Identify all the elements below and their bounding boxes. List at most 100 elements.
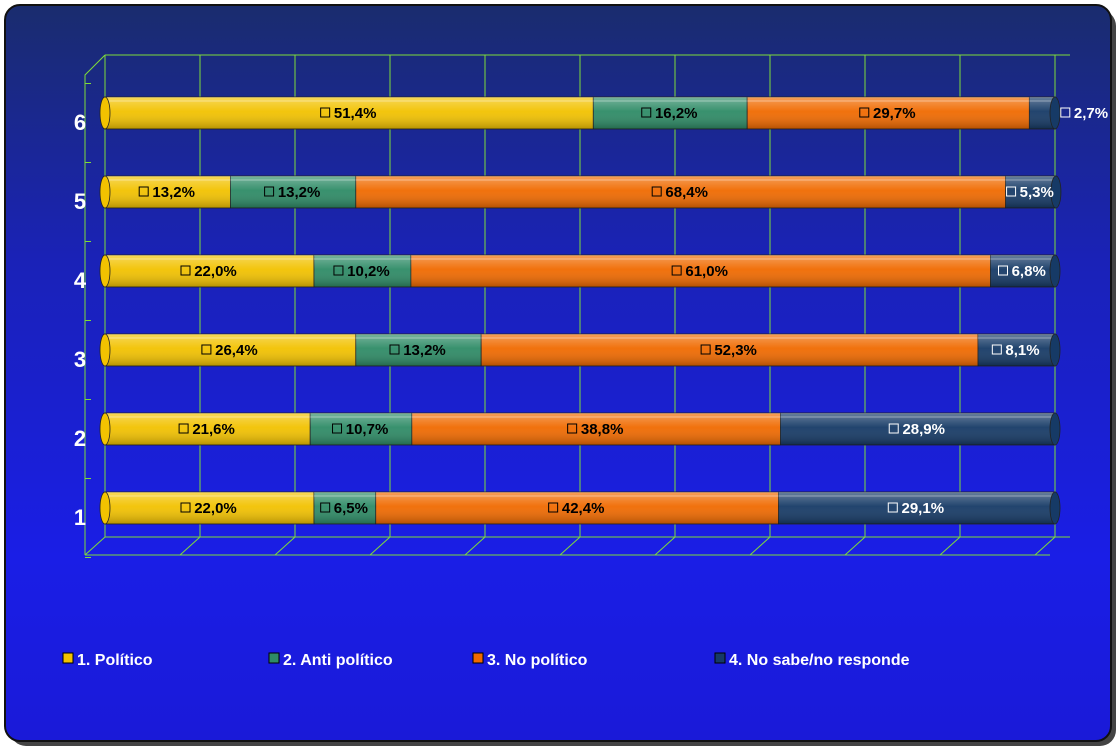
- data-label: 10,7%: [346, 421, 389, 438]
- label-marker-icon: [991, 344, 1002, 355]
- label-marker-icon: [138, 186, 149, 197]
- legend-label: 4. No sabe/no responde: [729, 652, 910, 669]
- data-label: 29,1%: [902, 500, 945, 517]
- label-marker-icon: [1006, 186, 1017, 197]
- gridline-floor: [84, 536, 106, 556]
- legend-swatch: [472, 652, 484, 664]
- label-marker-icon: [1060, 107, 1071, 118]
- data-label: 10,2%: [347, 263, 390, 280]
- legend-swatch: [62, 652, 74, 664]
- label-marker-icon: [201, 344, 212, 355]
- bar-segment: [1028, 96, 1061, 130]
- bar-segment: [229, 175, 357, 209]
- label-marker-icon: [320, 502, 331, 513]
- bar-segment: [313, 254, 412, 288]
- legend-item: 1. Político: [62, 652, 153, 669]
- legend-label: 1. Político: [77, 652, 153, 669]
- data-label: 61,0%: [685, 263, 728, 280]
- label-marker-icon: [887, 502, 898, 513]
- y-tick-label: 2: [74, 426, 86, 451]
- bar-segment: [99, 96, 594, 130]
- data-label: 13,2%: [152, 184, 195, 201]
- bar-segment: [99, 175, 231, 209]
- data-label: 5,3%: [1020, 184, 1054, 201]
- axis-wall-left: [84, 54, 106, 555]
- bar-segment: [99, 412, 311, 446]
- bar-segment: [99, 491, 315, 525]
- label-marker-icon: [548, 502, 559, 513]
- bar-segment: [313, 491, 377, 525]
- bar-segment: [1005, 175, 1062, 209]
- bar-segment: [99, 333, 357, 367]
- bars: 22,0% 6,5% 42,4% 29,1% 21,6% 10,7% 38,8% 28,9% 2…: [99, 96, 1108, 525]
- data-label: 13,2%: [403, 342, 446, 359]
- legend-item: 3. No político: [472, 652, 588, 669]
- label-marker-icon: [178, 423, 189, 434]
- bar-segment: [592, 96, 748, 130]
- bar-segment: [355, 333, 482, 367]
- gridline-floor: [654, 536, 676, 556]
- gridline-floor: [179, 536, 201, 556]
- legend-item: 4. No sabe/no responde: [714, 652, 910, 669]
- bar-segment: [375, 491, 779, 525]
- gridline-floor: [1034, 536, 1056, 556]
- label-marker-icon: [333, 265, 344, 276]
- legend-swatch: [268, 652, 280, 664]
- gridline-floor: [369, 536, 391, 556]
- y-tick-label: 1: [74, 505, 86, 530]
- data-label: 28,9%: [902, 421, 945, 438]
- bar-segment: [355, 175, 1006, 209]
- data-label: 6,8%: [1012, 263, 1046, 280]
- bar-segment: [746, 96, 1030, 130]
- data-label: 13,2%: [278, 184, 321, 201]
- label-marker-icon: [264, 186, 275, 197]
- label-marker-icon: [180, 265, 191, 276]
- data-label: 22,0%: [194, 263, 237, 280]
- gridline-floor: [464, 536, 486, 556]
- data-label: 42,4%: [562, 500, 605, 517]
- data-label: 2,7%: [1074, 105, 1108, 122]
- gridline-floor: [559, 536, 581, 556]
- y-tick-label: 3: [74, 347, 86, 372]
- bar-segment: [990, 254, 1061, 288]
- bar-segment: [410, 254, 991, 288]
- legend-swatch: [714, 652, 726, 664]
- data-label: 8,1%: [1005, 342, 1039, 359]
- data-label: 51,4%: [334, 105, 377, 122]
- data-label: 26,4%: [215, 342, 258, 359]
- y-tick-label: 6: [74, 110, 86, 135]
- label-marker-icon: [332, 423, 343, 434]
- data-label: 68,4%: [665, 184, 708, 201]
- legend-label: 3. No político: [487, 652, 588, 669]
- bar-segment: [411, 412, 781, 446]
- bar-segment: [780, 412, 1061, 446]
- legend-label: 2. Anti político: [283, 652, 393, 669]
- label-marker-icon: [641, 107, 652, 118]
- data-label: 6,5%: [334, 500, 368, 517]
- bar-segment: [99, 254, 315, 288]
- label-marker-icon: [998, 265, 1008, 276]
- grid: [84, 54, 1070, 558]
- label-marker-icon: [651, 186, 662, 197]
- label-marker-icon: [859, 107, 870, 118]
- data-label: 22,0%: [194, 500, 237, 517]
- legend-item: 2. Anti político: [268, 652, 393, 669]
- label-marker-icon: [700, 344, 711, 355]
- legend: 1. Político 2. Anti político 3. No polític…: [62, 652, 910, 669]
- label-marker-icon: [567, 423, 578, 434]
- y-tick-label: 5: [74, 189, 86, 214]
- label-marker-icon: [671, 265, 682, 276]
- y-tick-label: 4: [74, 268, 87, 293]
- bar-segment: [309, 412, 413, 446]
- data-label: 16,2%: [655, 105, 698, 122]
- label-marker-icon: [180, 502, 191, 513]
- gridline-floor: [749, 536, 771, 556]
- y-axis-ticks: 1 2 3 4 5 6: [74, 110, 87, 530]
- bar-segment: [778, 491, 1061, 525]
- gridline-floor: [274, 536, 296, 556]
- data-label: 21,6%: [192, 421, 235, 438]
- data-label: 38,8%: [581, 421, 624, 438]
- label-marker-icon: [389, 344, 400, 355]
- label-marker-icon: [320, 107, 331, 118]
- bar-segment: [977, 333, 1061, 367]
